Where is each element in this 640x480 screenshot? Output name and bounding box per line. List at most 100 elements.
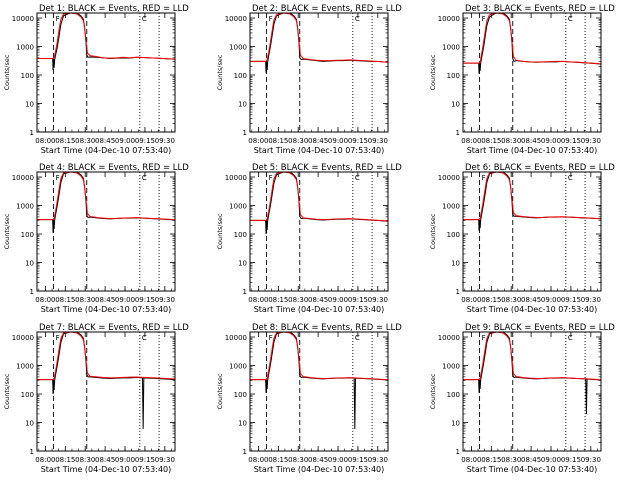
y-tick-label: 10 [25,260,34,268]
x-tick-label: 08:45 [95,296,115,304]
y-tick-label: 10000 [12,15,34,23]
x-tick-label: 08:30 [288,296,308,304]
x-tick-label: 09:00 [115,296,135,304]
x-tick-label: 09:00 [541,296,561,304]
y-tick-label: 1000 [229,44,247,52]
x-tick-label: 09:15 [348,296,368,304]
x-tick-label: 08:15 [481,456,501,464]
series-line-lld [463,172,601,221]
x-tick-label: 08:30 [288,456,308,464]
x-tick-label: 09:15 [561,137,581,145]
y-tick-label: 1 [243,288,247,296]
x-tick-label: 08:30 [501,456,521,464]
y-axis-label: Counts/sec [429,54,437,90]
x-tick-label: 09:00 [328,456,348,464]
series-line-lld [463,13,601,65]
y-tick-label: 1 [456,448,460,456]
chart-panel-det4: Det 4: BLACK = Events, RED = LLD Counts/s… [3,163,189,314]
plot-frame [462,12,602,133]
marker-c: C [568,174,573,182]
plot-frame [36,331,176,452]
x-tick-label: 09:00 [541,456,561,464]
y-tick-label: 10 [238,420,247,428]
x-tick-label: 09:30 [368,137,388,145]
marker-c: C [142,334,147,342]
y-tick-label: 1000 [229,363,247,371]
chart-title: Det 9: BLACK = Events, RED = LLD [465,323,615,333]
x-tick-label: 08:30 [501,137,521,145]
x-tick-label: 08:00 [461,137,481,145]
y-tick-label: 100 [447,231,460,239]
marker-c: C [355,334,360,342]
marker-c: C [142,15,147,23]
x-tick-label: 08:00 [35,137,55,145]
y-tick-label: 10 [25,101,34,109]
marker-c: C [355,174,360,182]
chart-panel-det7: Det 7: BLACK = Events, RED = LLD Counts/s… [3,323,189,474]
chart-panel-det3: Det 3: BLACK = Events, RED = LLD Counts/s… [429,4,615,155]
series-line-events [463,332,601,414]
flare-marker-f: F [56,334,60,342]
series-line-lld [250,332,388,381]
x-tick-label: 09:00 [328,296,348,304]
y-tick-label: 1000 [442,44,460,52]
x-tick-label: 08:45 [308,137,328,145]
marker-c: C [568,334,573,342]
y-tick-label: 1000 [16,44,34,52]
y-tick-label: 100 [21,72,34,80]
y-axis-label: Counts/sec [429,213,437,249]
x-tick-label: 09:00 [541,137,561,145]
flare-marker-f: F [482,15,486,23]
series-line-lld [37,13,175,60]
flare-marker-f: F [482,174,486,182]
y-tick-label: 10000 [438,174,460,182]
y-axis-label: Counts/sec [3,213,11,249]
plot-frame [249,331,389,452]
x-axis-label: Start Time (04-Dec-10 07:53:40) [254,146,385,155]
chart-title: Det 3: BLACK = Events, RED = LLD [465,4,615,14]
x-tick-label: 08:45 [521,296,541,304]
y-axis-label: Counts/sec [216,54,224,90]
chart-title: Det 2: BLACK = Events, RED = LLD [252,4,402,14]
y-tick-label: 1 [30,288,34,296]
x-tick-label: 08:45 [95,137,115,145]
y-tick-label: 10000 [225,15,247,23]
x-tick-label: 08:30 [75,137,95,145]
x-axis-label: Start Time (04-Dec-10 07:53:40) [467,146,598,155]
y-tick-label: 10000 [12,334,34,342]
flare-marker-f: F [56,174,60,182]
series-line-lld [37,332,175,381]
x-axis-label: Start Time (04-Dec-10 07:53:40) [41,465,172,474]
x-tick-label: 08:15 [55,456,75,464]
x-tick-label: 08:15 [268,296,288,304]
x-tick-label: 08:15 [55,137,75,145]
x-tick-label: 09:00 [328,137,348,145]
y-tick-label: 10 [451,101,460,109]
x-tick-label: 08:00 [35,296,55,304]
y-tick-label: 10 [238,101,247,109]
marker-c: C [142,174,147,182]
chart-panel-det9: Det 9: BLACK = Events, RED = LLD Counts/s… [429,323,615,474]
x-tick-label: 08:00 [461,296,481,304]
y-tick-label: 100 [234,231,247,239]
y-tick-label: 100 [234,391,247,399]
x-tick-label: 08:00 [35,456,55,464]
y-tick-label: 1 [456,129,460,137]
plot-frame [249,12,389,133]
y-tick-label: 10 [451,420,460,428]
y-tick-label: 100 [447,391,460,399]
series-line-events [250,332,388,429]
chart-title: Det 1: BLACK = Events, RED = LLD [39,4,189,14]
x-tick-label: 08:15 [268,456,288,464]
series-line-lld [463,332,601,381]
chart-panel-det8: Det 8: BLACK = Events, RED = LLD Counts/s… [216,323,402,474]
y-tick-label: 1 [30,448,34,456]
x-tick-label: 08:30 [75,296,95,304]
flare-marker-f: F [269,15,273,23]
flare-marker-f: F [56,15,60,23]
y-tick-label: 1000 [229,203,247,211]
x-tick-label: 09:30 [155,456,175,464]
y-tick-label: 1 [456,288,460,296]
flare-marker-f: F [269,174,273,182]
